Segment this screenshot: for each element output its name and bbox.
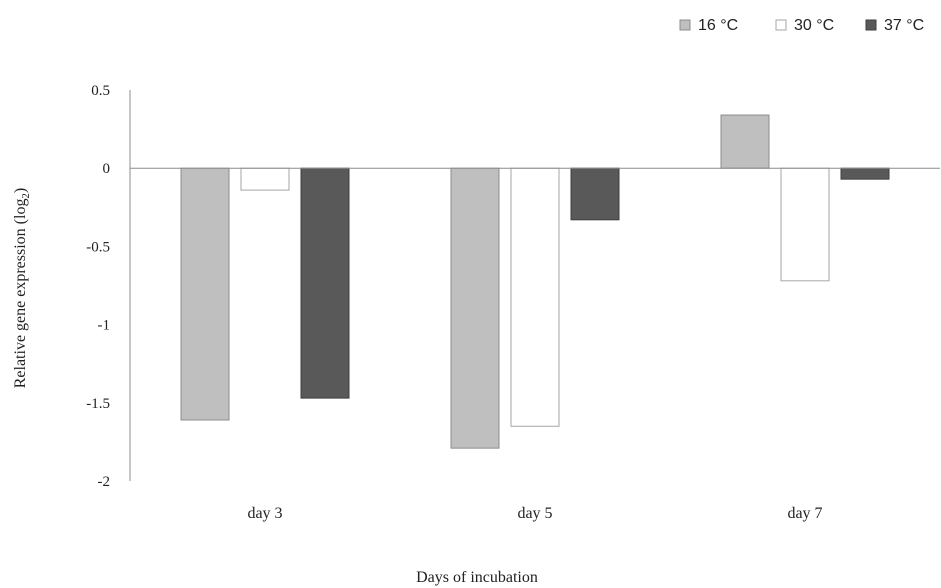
legend-swatch: [679, 19, 691, 31]
legend-swatch: [865, 19, 877, 31]
y-tick-label: -0.5: [86, 239, 110, 255]
y-tick-label: -2: [98, 474, 111, 490]
legend-label: 30 °C: [794, 17, 834, 34]
x-axis: day 3 day 5 day 7: [130, 167, 940, 522]
bar-day-5-series-3: [570, 167, 620, 221]
x-axis-title: Days of incubation: [416, 569, 538, 586]
legend-swatch: [775, 19, 787, 31]
y-tick-label: 0: [103, 161, 111, 177]
x-category-label: day 5: [517, 505, 552, 522]
y-tick-label: -1: [98, 318, 111, 334]
bar-day-7-series-1: [720, 114, 770, 169]
bar-day-3-series-3: [300, 167, 350, 399]
y-axis: 0.5 0 -0.5 -1 -1.5 -2: [86, 83, 131, 490]
bar-day-3-series-1: [180, 167, 230, 421]
y-axis-title-subscript: 2: [20, 193, 32, 199]
y-tick-label: 0.5: [91, 83, 110, 99]
legend-label: 37 °C: [884, 17, 924, 34]
legend-label: 16 °C: [698, 17, 738, 34]
legend: 16 °C 30 °C 37 °C: [679, 17, 924, 34]
bar-day-5-series-1: [450, 167, 500, 449]
bars-group: [180, 114, 890, 449]
y-axis-title-main: Relative gene expression (log: [12, 199, 29, 389]
x-category-label: day 7: [787, 505, 822, 522]
bar-day-3-series-2: [240, 167, 290, 191]
x-category-label: day 3: [247, 505, 282, 522]
bar-day-7-series-2: [780, 167, 830, 282]
bar-day-5-series-2: [510, 167, 560, 427]
bar-day-7-series-3: [840, 167, 890, 180]
y-tick-label: -1.5: [86, 396, 110, 412]
y-axis-title: Relative gene expression (log2): [12, 188, 32, 389]
y-axis-title-suffix: ): [12, 188, 29, 193]
